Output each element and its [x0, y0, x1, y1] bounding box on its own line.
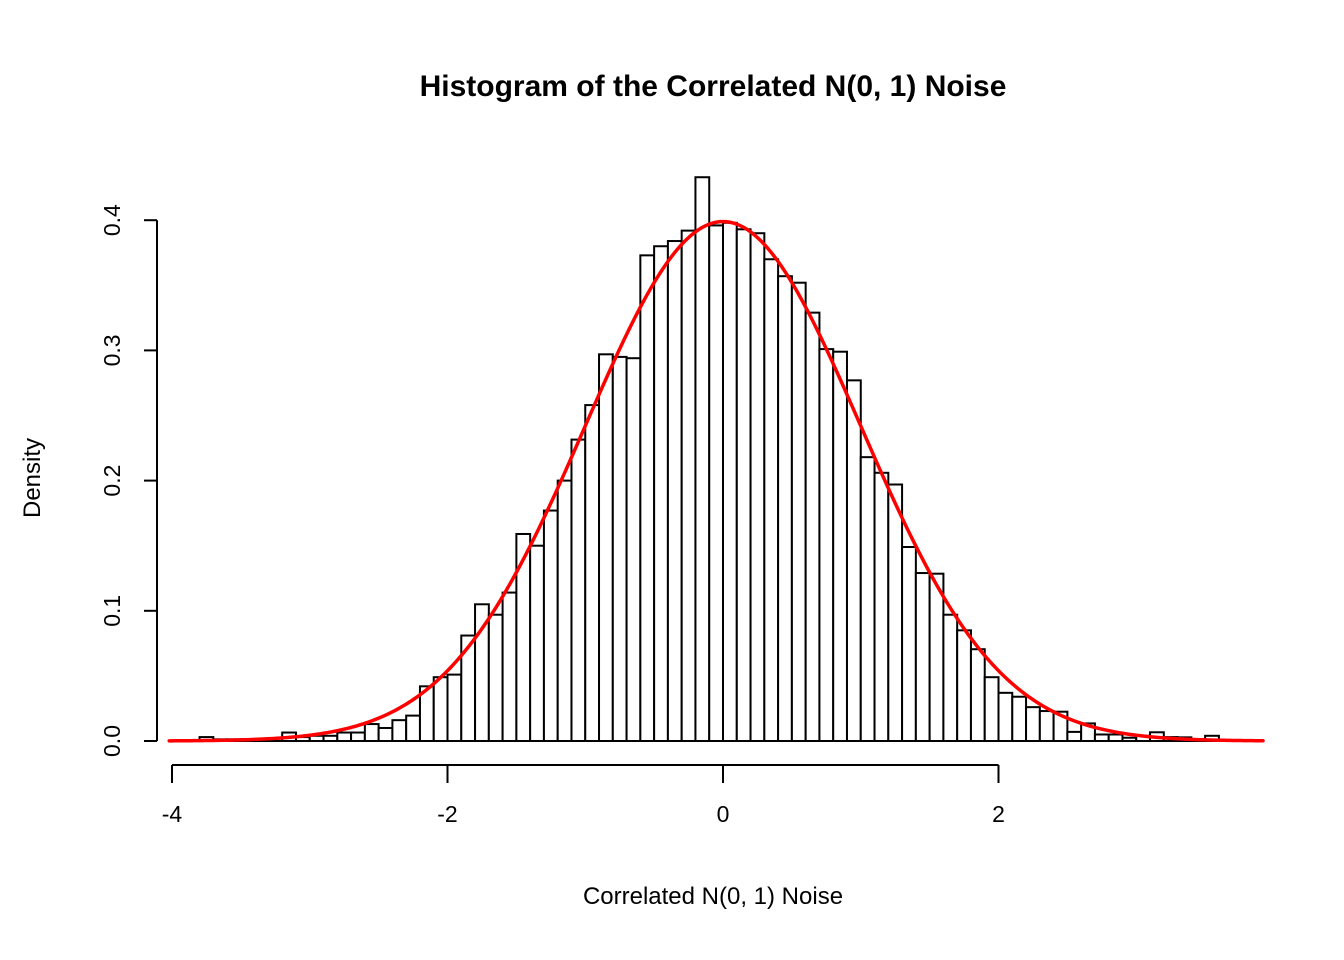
y-tick-label: 0.4: [99, 204, 125, 236]
histogram-bar: [625, 357, 642, 742]
histogram-bar: [501, 591, 518, 742]
histogram-bar: [584, 404, 601, 742]
histogram-bar: [804, 311, 821, 742]
histogram-bar: [818, 348, 835, 742]
y-axis-title: Density: [19, 438, 46, 518]
histogram-bar: [350, 731, 366, 742]
histogram-bar: [639, 254, 656, 742]
histogram-bar: [845, 379, 862, 742]
histogram-bar: [474, 603, 490, 742]
histogram-bar: [694, 176, 711, 743]
y-axis: 0.0 0.1 0.2 0.3 0.4: [99, 204, 158, 757]
density-curve-path: [167, 219, 1265, 743]
histogram-bar: [405, 714, 421, 742]
y-tick-label: 0.2: [99, 465, 125, 497]
histogram-bar: [1121, 736, 1138, 742]
histogram-bar: [363, 723, 380, 743]
histogram-bar: [708, 224, 725, 743]
histogram-bar: [666, 240, 683, 742]
histogram-bar: [1038, 710, 1055, 742]
histogram-bar: [336, 731, 353, 742]
x-tick-label: -4: [162, 801, 183, 827]
histogram-bar: [914, 572, 931, 742]
x-axis: -4 -2 0 2: [162, 764, 1005, 827]
histogram-bar: [832, 350, 848, 742]
normal-density-curve: [167, 219, 1265, 743]
x-tick-label: 2: [992, 801, 1005, 827]
histogram-bar: [901, 546, 917, 742]
histogram-bar: [1093, 733, 1110, 742]
histogram-bar: [983, 676, 1000, 743]
histogram-bar: [322, 734, 339, 742]
histogram-bar: [777, 275, 793, 742]
histogram-bar: [1011, 695, 1028, 742]
histogram-bar: [598, 353, 614, 742]
histogram-bar: [928, 572, 945, 742]
histogram-bar: [722, 221, 738, 743]
histogram-bars: [198, 176, 1220, 743]
histogram-bar: [1025, 706, 1041, 743]
histogram-bar: [763, 258, 780, 742]
histogram-bar: [1066, 730, 1083, 743]
histogram-bar: [873, 471, 890, 742]
histogram-bar: [749, 232, 766, 742]
histogram-bar: [859, 456, 876, 742]
histogram-bar: [432, 676, 449, 743]
histogram-bar: [735, 228, 752, 742]
histogram-bar: [653, 245, 669, 743]
histogram-bar: [942, 613, 959, 743]
histogram-bar: [790, 281, 807, 742]
histogram-bar: [680, 229, 697, 742]
histogram-bar: [1052, 710, 1069, 743]
histogram-bar: [377, 726, 394, 742]
histogram-bar: [529, 544, 545, 743]
histogram-bar: [956, 629, 972, 743]
histogram-bar: [997, 691, 1014, 743]
y-tick-label: 0.3: [99, 334, 125, 366]
histogram-bar: [969, 648, 986, 743]
histogram-bar: [487, 613, 504, 743]
x-tick-label: -2: [437, 801, 457, 827]
y-tick-label: 0.1: [99, 595, 125, 627]
histogram-bar: [611, 355, 628, 742]
histogram-bar: [1107, 733, 1124, 742]
x-tick-label: 0: [717, 801, 730, 827]
y-tick-label: 0.0: [99, 725, 125, 757]
x-axis-title: Correlated N(0, 1) Noise: [583, 883, 843, 910]
histogram-bar: [446, 673, 463, 742]
histogram-bar: [570, 438, 587, 742]
histogram-bar: [556, 479, 573, 742]
histogram-bar: [542, 509, 559, 742]
histogram-bar: [887, 483, 904, 742]
histogram-bar: [391, 719, 408, 742]
chart-title: Histogram of the Correlated N(0, 1) Nois…: [420, 70, 1007, 103]
